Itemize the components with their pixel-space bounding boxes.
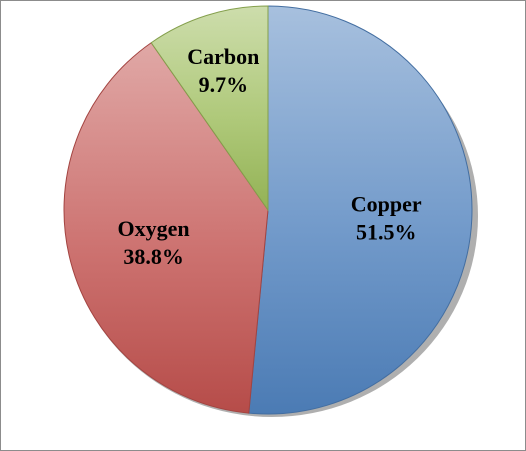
pie-labels: Copper 51.5% Oxygen 38.8% Carbon 9.7% [118, 44, 422, 269]
pie-slice-copper [248, 5, 473, 415]
slice-category-copper: Copper [351, 192, 422, 217]
slice-category-carbon: Carbon [187, 44, 259, 69]
slice-label-carbon: Carbon 9.7% [187, 44, 259, 97]
pie-slice-carbon [150, 5, 269, 212]
slice-label-copper: Copper 51.5% [351, 192, 422, 245]
slice-category-oxygen: Oxygen [118, 216, 190, 241]
slice-label-oxygen: Oxygen 38.8% [118, 216, 190, 269]
slice-value-oxygen: 38.8% [123, 244, 184, 269]
slice-value-copper: 51.5% [356, 220, 417, 245]
pie-slices [63, 5, 473, 415]
pie-slice-oxygen [63, 42, 269, 414]
slice-value-carbon: 9.7% [199, 72, 249, 97]
